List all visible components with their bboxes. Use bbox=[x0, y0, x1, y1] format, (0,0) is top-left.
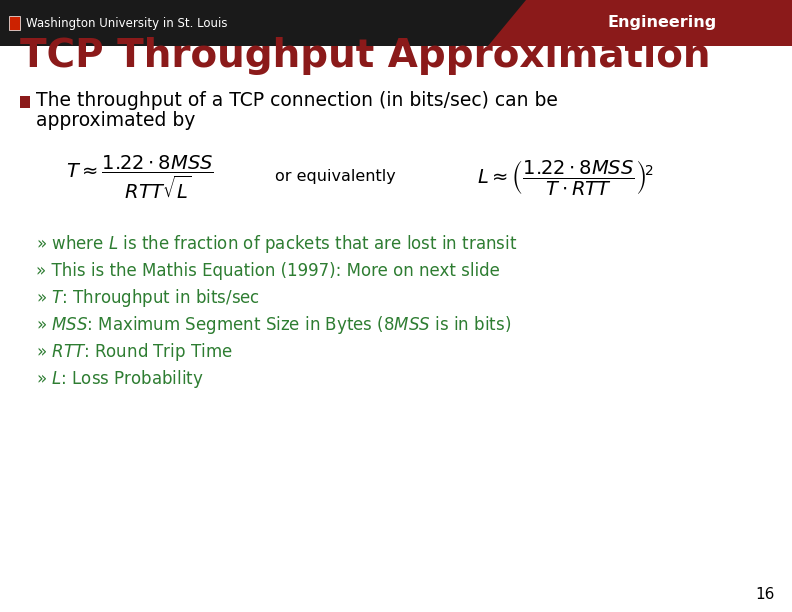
Text: Engineering: Engineering bbox=[607, 15, 717, 31]
Text: » $MSS$: Maximum Segment Size in Bytes ($8MSS$ is in bits): » $MSS$: Maximum Segment Size in Bytes (… bbox=[36, 314, 511, 336]
FancyBboxPatch shape bbox=[9, 16, 20, 30]
FancyBboxPatch shape bbox=[0, 0, 792, 46]
Text: $L \approx \left(\dfrac{1.22 \cdot 8MSS}{T \cdot RTT}\right)^{\!2}$: $L \approx \left(\dfrac{1.22 \cdot 8MSS}… bbox=[477, 157, 653, 196]
Text: » where $L$ is the fraction of packets that are lost in transit: » where $L$ is the fraction of packets t… bbox=[36, 233, 517, 255]
Text: » $T$: Throughput in bits/sec: » $T$: Throughput in bits/sec bbox=[36, 287, 260, 309]
Text: TCP Throughput Approximation: TCP Throughput Approximation bbox=[20, 37, 710, 75]
Text: » $L$: Loss Probability: » $L$: Loss Probability bbox=[36, 368, 204, 390]
Text: » This is the Mathis Equation (1997): More on next slide: » This is the Mathis Equation (1997): Mo… bbox=[36, 262, 500, 280]
Text: The throughput of a TCP connection (in bits/sec) can be: The throughput of a TCP connection (in b… bbox=[36, 92, 558, 111]
Text: approximated by: approximated by bbox=[36, 111, 196, 130]
Text: $T \approx \dfrac{1.22 \cdot 8MSS}{RTT\sqrt{L}}$: $T \approx \dfrac{1.22 \cdot 8MSS}{RTT\s… bbox=[66, 154, 214, 201]
Text: Washington University in St. Louis: Washington University in St. Louis bbox=[26, 17, 227, 29]
Text: 16: 16 bbox=[756, 587, 775, 602]
Text: » $RTT$: Round Trip Time: » $RTT$: Round Trip Time bbox=[36, 341, 233, 363]
FancyBboxPatch shape bbox=[20, 96, 30, 108]
Text: or equivalently: or equivalently bbox=[275, 170, 395, 184]
Polygon shape bbox=[488, 0, 792, 46]
